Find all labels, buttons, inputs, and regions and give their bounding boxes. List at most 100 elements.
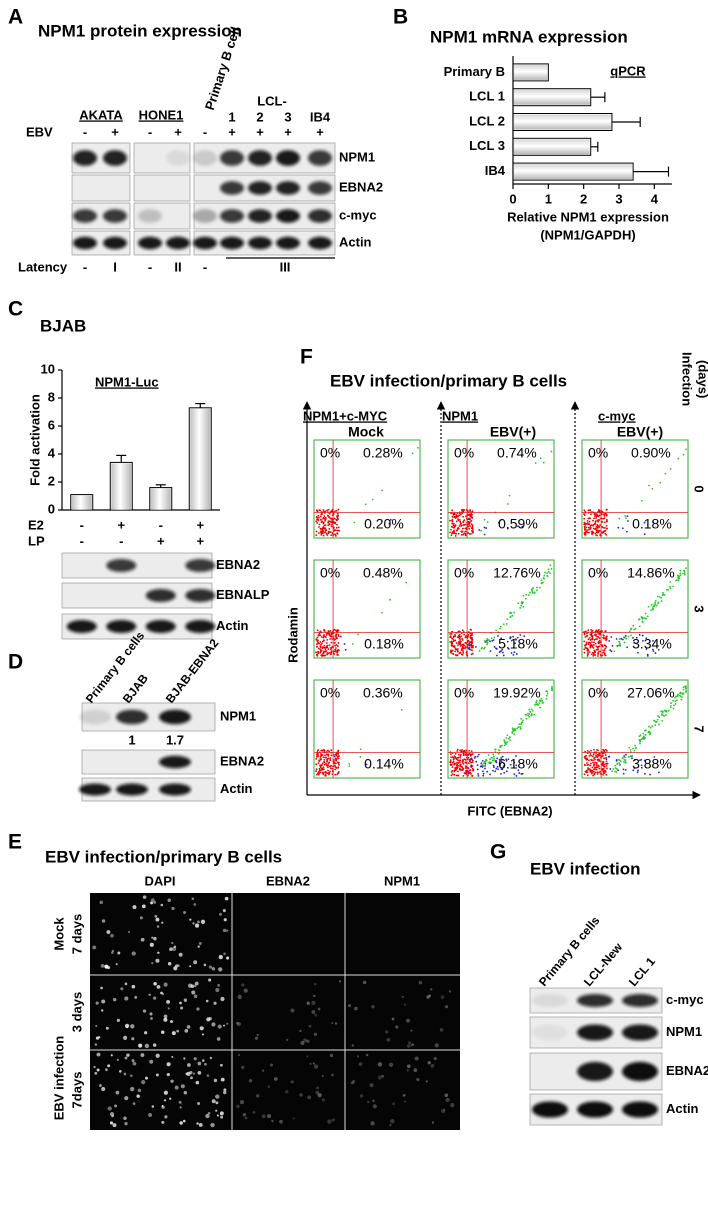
flow-dot: [597, 655, 599, 657]
x-axis-label: (NPM1/GAPDH): [540, 227, 635, 242]
blot-band: [276, 181, 300, 195]
flow-dot: [613, 650, 616, 653]
cell-dot: [219, 1111, 224, 1116]
condition-sign: -: [119, 533, 123, 548]
flow-dot: [606, 762, 609, 765]
blot-band: [622, 1024, 658, 1041]
flow-dot: [605, 773, 608, 776]
flow-dot: [590, 644, 593, 647]
flow-dot: [592, 644, 595, 646]
cell-dot: [179, 1001, 182, 1005]
flow-dot: [452, 531, 455, 534]
flow-dot: [450, 756, 453, 759]
blot-band: [106, 559, 137, 572]
flow-dot: [502, 762, 505, 765]
flow-dot: [654, 601, 656, 604]
flow-dot: [500, 744, 503, 747]
flow-dot: [477, 753, 480, 756]
flow-dot: [602, 634, 605, 637]
quadrant-percent: 3.88%: [632, 756, 672, 772]
flow-dot: [586, 758, 589, 761]
flow-dot: [464, 636, 467, 639]
flow-dot: [333, 755, 336, 758]
ratio-label: 1.7: [166, 732, 184, 747]
flow-dot: [328, 530, 331, 533]
flow-dot: [639, 742, 641, 745]
cell-dot: [167, 962, 172, 966]
quadrant-percent: 0%: [588, 445, 608, 461]
condition-sign: -: [83, 124, 87, 139]
flow-dot: [467, 756, 470, 759]
flow-dot: [473, 757, 476, 759]
cell-dot: [107, 1064, 111, 1068]
quadrant-percent: 0%: [454, 445, 474, 461]
flow-dot: [509, 616, 512, 618]
cell-dot: [445, 1005, 449, 1009]
flow-dot: [658, 716, 661, 719]
flow-dot: [653, 756, 656, 758]
flow-dot: [587, 643, 590, 646]
flow-dot: [456, 766, 459, 769]
cell-dot: [450, 1103, 455, 1108]
cell-dot: [124, 996, 129, 1001]
blot-band: [532, 994, 568, 1007]
flow-dot: [315, 651, 317, 654]
blot-band: [103, 209, 127, 223]
flow-dot: [587, 768, 590, 771]
flow-dot: [527, 712, 529, 715]
flow-dot: [320, 758, 323, 761]
flow-dot: [324, 650, 327, 652]
flow-dot: [515, 764, 518, 767]
cell-dot: [155, 1053, 160, 1058]
flow-dot: [542, 576, 545, 579]
flow-dot: [633, 767, 636, 769]
cell-dot: [223, 952, 226, 956]
flow-dot: [592, 761, 595, 764]
cell-dot: [313, 982, 317, 986]
flow-dot: [483, 533, 486, 536]
cell-dot: [411, 1043, 415, 1047]
flow-dot: [588, 517, 591, 520]
flow-dot: [590, 629, 593, 631]
flow-dot: [643, 759, 646, 762]
bar-shade: [514, 64, 548, 80]
flow-dot: [590, 513, 592, 516]
flow-dot: [585, 769, 588, 772]
cell-dot: [96, 1068, 100, 1072]
cell-dot: [237, 1053, 241, 1057]
flow-dot: [535, 701, 538, 704]
flow-dot: [592, 755, 594, 758]
flow-dot: [653, 604, 656, 607]
flow-dot: [505, 622, 508, 625]
cell-dot: [166, 999, 171, 1004]
flow-dot: [500, 760, 503, 763]
flow-dot: [605, 762, 608, 765]
flow-dot: [658, 723, 660, 726]
flow-dot: [621, 527, 624, 530]
flow-dot: [685, 687, 687, 690]
flow-dot: [339, 635, 342, 638]
flow-dot: [454, 535, 457, 537]
flow-dot: [589, 524, 592, 527]
flow-dot: [457, 774, 460, 777]
cell-dot: [137, 1088, 142, 1093]
blot-label: EBNA2: [666, 1063, 708, 1078]
cell-dot: [211, 966, 216, 971]
flow-dot: [677, 457, 680, 460]
flow-dot: [622, 768, 625, 771]
flow-dot: [601, 768, 604, 770]
flow-dot: [596, 753, 599, 756]
annotation: qPCR: [610, 63, 646, 78]
flow-dot: [652, 521, 654, 524]
flow-dot: [331, 525, 334, 528]
flow-dot: [602, 773, 604, 776]
flow-dot: [330, 641, 333, 644]
panel-letter: D: [8, 651, 23, 674]
flow-dot: [637, 769, 639, 772]
flow-dot: [630, 627, 633, 630]
flow-dot: [325, 756, 328, 759]
flow-dot: [660, 710, 663, 713]
flow-dot: [497, 768, 499, 771]
cell-dot: [111, 1114, 114, 1118]
cell-dot: [140, 1053, 145, 1057]
